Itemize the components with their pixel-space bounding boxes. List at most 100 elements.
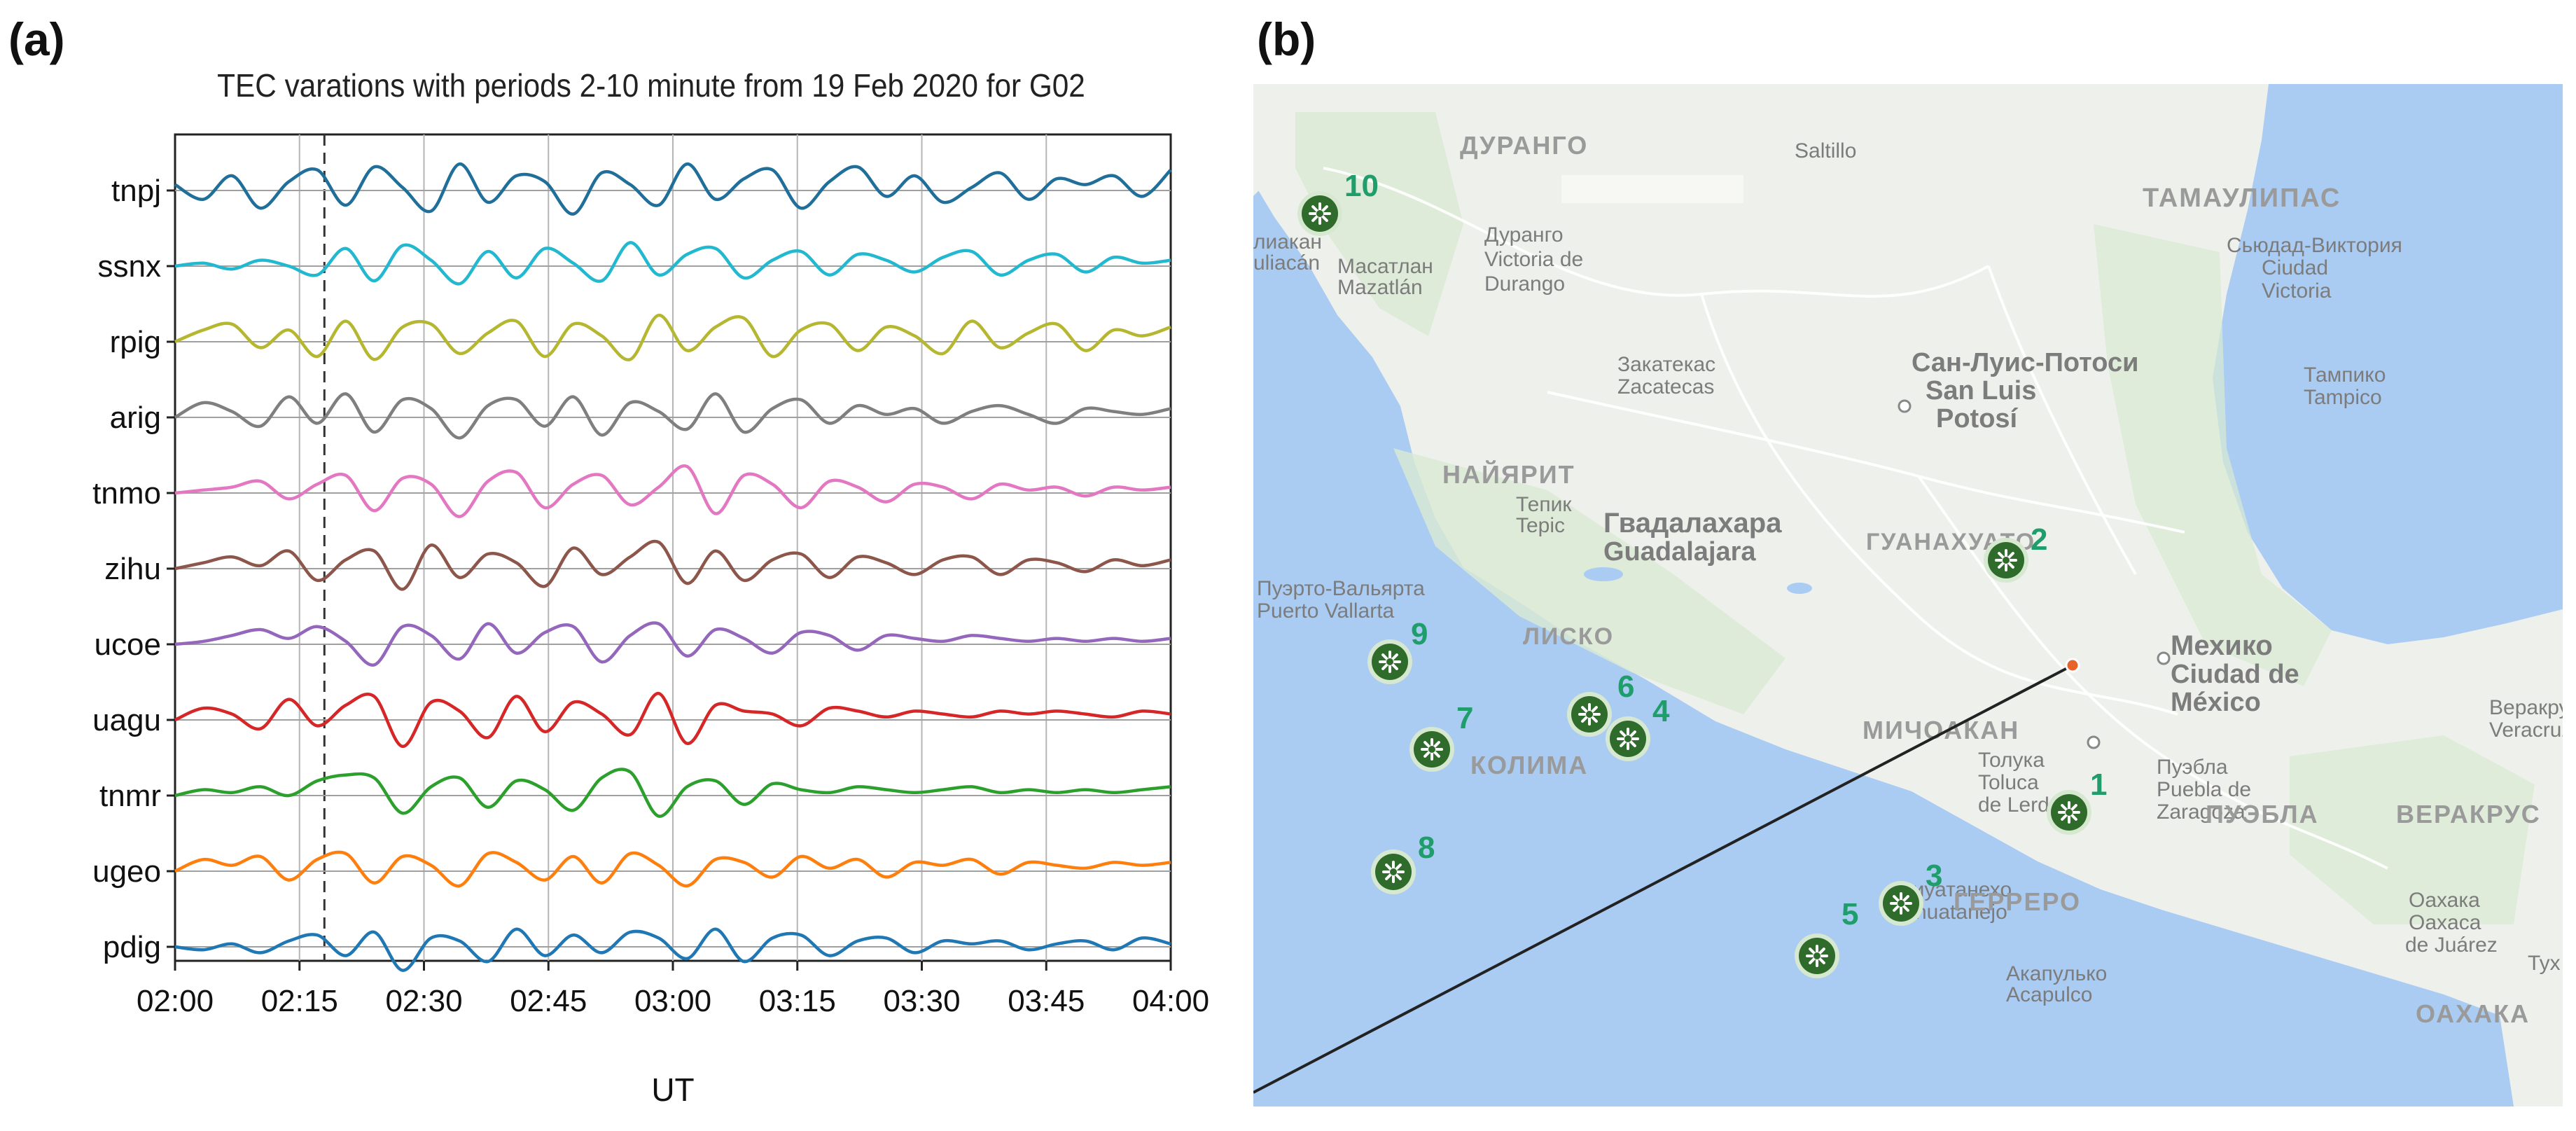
station-marker-number: 4	[1652, 694, 1670, 728]
station-marker-10	[1297, 191, 1342, 236]
map-place-label: México	[2171, 688, 2261, 717]
map-place-label: Сан-Луис-Потоси	[1912, 348, 2138, 377]
station-marker-number: 6	[1617, 669, 1634, 704]
map-place-label: Potosí	[1936, 404, 2019, 433]
x-tick-label: 03:00	[634, 984, 711, 1018]
map-place-label: uliacán	[1253, 251, 1320, 275]
map-place-label: ВЕРАКРУС	[2396, 800, 2541, 828]
station-marker-5	[1795, 934, 1839, 978]
map-place-label: ПУЭБЛА	[2206, 800, 2319, 828]
station-label-tnpj: tnpj	[111, 174, 161, 208]
series-line-tnmo	[174, 464, 1171, 518]
station-label-arig: arig	[110, 401, 161, 435]
marker-icon-center	[1386, 658, 1393, 665]
green-area	[2290, 735, 2535, 924]
map-place-label: Puebla de	[2157, 778, 2251, 801]
station-marker-number: 8	[1418, 831, 1435, 865]
x-tick-label: 02:15	[261, 984, 338, 1018]
map-place-label: Гвадалахара	[1603, 508, 1782, 539]
green-area	[1393, 448, 1785, 714]
marker-icon-center	[1624, 735, 1631, 742]
station-label-zihu: zihu	[104, 552, 161, 586]
map-place-label: de Juárez	[2405, 934, 2498, 957]
station-marker-3	[1879, 881, 1923, 926]
map-place-label: Закатекас	[1617, 353, 1715, 376]
map-place-label: Сьюдад-Виктория	[2227, 234, 2402, 257]
series-line-ssnx	[174, 241, 1171, 286]
road	[1987, 265, 2137, 575]
map-place-label: Масатлан	[1337, 255, 1433, 278]
map-place-label: ОАХАКА	[2416, 999, 2530, 1028]
x-tick-label: 03:15	[759, 984, 836, 1018]
great-circle-line	[1253, 664, 2073, 1094]
map-place-label: Веракрус	[2489, 696, 2563, 719]
chart-title: TEC varations with periods 2-10 minute f…	[217, 67, 1085, 104]
map-place-label: Durango	[1484, 272, 1565, 296]
map-place-label: Tepic	[1516, 514, 1565, 537]
green-area	[1295, 112, 1463, 336]
map-place-label: Пуэрто-Вальярта	[1257, 577, 1425, 600]
epicenter-dot	[2065, 658, 2080, 673]
series-line-ucoe	[174, 621, 1171, 667]
map-place-label: Оахака	[2409, 889, 2480, 912]
green-area	[2094, 224, 2332, 686]
station-label-uagu: uagu	[92, 703, 161, 737]
station-label-tnmr: tnmr	[99, 779, 161, 813]
map-place-label: Мехико	[2171, 630, 2273, 661]
station-label-ssnx: ssnx	[98, 249, 161, 284]
map-place-label: Zacatecas	[1617, 375, 1714, 398]
series-line-uagu	[174, 691, 1171, 749]
map-place-label: КОЛИМА	[1470, 751, 1588, 779]
city-dot	[2087, 735, 2101, 749]
city-dot	[1898, 399, 1912, 413]
series-line-arig	[174, 392, 1171, 440]
map-place-label: Ciudad	[2262, 256, 2328, 279]
road	[1700, 293, 2178, 716]
marker-icon-center	[1390, 868, 1397, 875]
land-mass	[1253, 84, 2563, 1106]
map-place-label: Тампико	[2304, 363, 2386, 387]
station-label-pdig: pdig	[103, 930, 161, 964]
map-place-label: Толука	[1978, 749, 2045, 772]
map-place-label: Oaxaca	[2409, 911, 2481, 934]
x-tick-label: 02:45	[510, 984, 587, 1018]
series-line-pdig	[174, 927, 1171, 972]
series-line-tnpj	[174, 162, 1172, 216]
road	[1323, 167, 1989, 298]
map-place-label: Guadalajara	[1603, 537, 1756, 567]
panel-label-b: (b)	[1257, 13, 1316, 65]
station-marker-9	[1367, 639, 1412, 684]
station-marker-1	[2047, 790, 2091, 835]
x-tick-label: 03:30	[883, 984, 960, 1018]
map-place-label: МИЧОАКАН	[1863, 716, 2019, 744]
map-place-label: Тух	[2528, 952, 2561, 975]
station-marker-number: 5	[1842, 897, 1858, 931]
station-label-tnmo: tnmo	[92, 476, 161, 511]
land-peninsula	[1253, 98, 1281, 196]
map-place-label: Zaragoza	[2157, 800, 2246, 824]
x-tick-label: 02:30	[385, 984, 462, 1018]
map-place-label: лиакан	[1253, 230, 1322, 254]
road	[1917, 475, 2388, 870]
map-place-label: ДУРАНГО	[1460, 131, 1588, 160]
marker-icon-center	[2003, 557, 2010, 564]
x-tick-label: 02:00	[137, 984, 214, 1018]
station-marker-8	[1371, 849, 1416, 894]
marker-icon-center	[1586, 711, 1593, 718]
station-marker-number: 10	[1344, 169, 1379, 203]
marker-icon-center	[1316, 210, 1323, 217]
map-place-label: НАЙЯРИТ	[1442, 459, 1575, 489]
map-place-label: Пуэбла	[2157, 756, 2228, 779]
city-dot	[2157, 651, 2171, 665]
panel-label-a: (a)	[8, 13, 65, 65]
blank-patch	[1561, 175, 1743, 203]
station-marker-4	[1606, 716, 1650, 761]
map-place-label: Puerto Vallarta	[1257, 599, 1395, 623]
series-line-tnmr	[174, 768, 1171, 818]
marker-icon-center	[1813, 952, 1820, 959]
road	[1547, 391, 2185, 534]
map-place-label: Veracruz	[2489, 719, 2563, 742]
station-marker-7	[1409, 727, 1454, 772]
map-place-label: ЛИСКО	[1523, 623, 1614, 650]
